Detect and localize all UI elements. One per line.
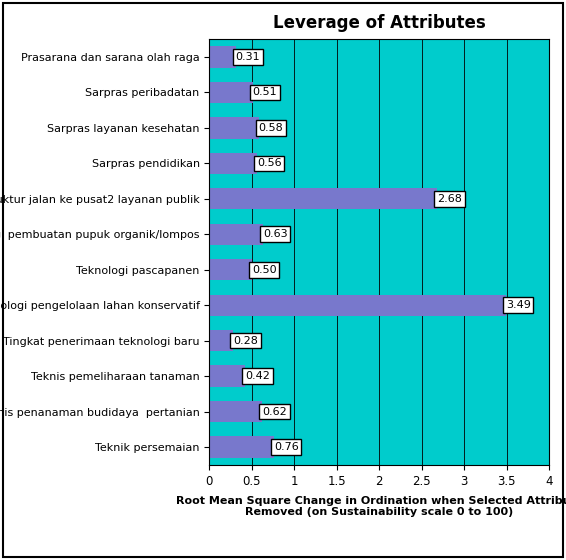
Text: 0.31: 0.31 [235,52,260,62]
Text: 0.63: 0.63 [263,229,288,239]
Bar [209,366,245,387]
Bar [209,295,506,316]
Bar [209,117,259,138]
Title: Leverage of Attributes: Leverage of Attributes [273,14,486,32]
Text: 0.76: 0.76 [274,442,299,452]
Text: 0.50: 0.50 [252,265,277,275]
Bar [209,330,233,351]
Text: 0.58: 0.58 [259,123,284,133]
X-axis label: Root Mean Square Change in Ordination when Selected Attribute
Removed (on Sustai: Root Mean Square Change in Ordination wh… [175,496,566,517]
Bar [209,188,437,209]
Text: 0.62: 0.62 [262,407,287,417]
Bar [209,401,262,422]
Bar [209,46,235,68]
Text: 2.68: 2.68 [437,194,462,204]
Bar [209,223,263,245]
Bar [209,153,257,174]
Text: 0.42: 0.42 [245,371,270,381]
Bar [209,436,274,458]
Text: 3.49: 3.49 [506,300,530,310]
Text: 0.56: 0.56 [257,158,282,169]
Bar [209,259,252,281]
Text: 0.51: 0.51 [252,87,277,97]
Text: 0.28: 0.28 [233,335,258,346]
Bar [209,82,252,103]
